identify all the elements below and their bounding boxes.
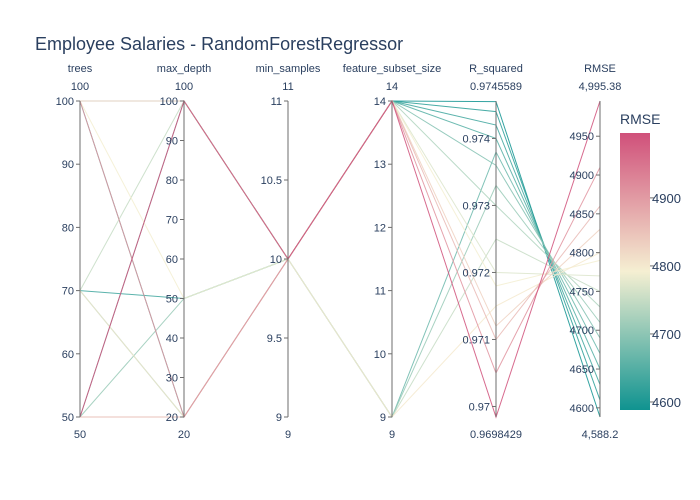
axis-tick-label: 50 xyxy=(166,294,178,306)
axis-range-min: 4,588.2 xyxy=(582,429,619,441)
axis-range-max: 100 xyxy=(175,81,193,93)
axis-tick-label: 4700 xyxy=(570,325,594,337)
axis-tick-label: 10 xyxy=(270,254,282,266)
colorbar-tick-label: 4600 xyxy=(652,395,681,410)
axis-range-min: 0.9698429 xyxy=(470,429,522,441)
colorbar-tick-label: 4900 xyxy=(652,191,681,206)
data-line xyxy=(80,100,601,401)
axis-title: max_depth xyxy=(157,63,211,75)
axes-layer: trees100505060708090100max_depth10020203… xyxy=(56,63,622,441)
axis-tick-label: 11 xyxy=(271,96,282,108)
axis-title: min_samples xyxy=(256,63,321,75)
axis-tick-label: 0.972 xyxy=(462,267,490,279)
axis-title: feature_subset_size xyxy=(343,63,441,75)
colorbar-tick-label: 4800 xyxy=(652,259,681,274)
axis-title: RMSE xyxy=(584,63,616,75)
polylines-layer xyxy=(79,99,601,419)
axis-tick-label: 60 xyxy=(62,349,74,361)
data-line xyxy=(79,100,601,418)
colorbar-title: RMSE xyxy=(620,111,660,127)
axis-tick-label: 90 xyxy=(166,136,178,148)
axis-tick-label: 12 xyxy=(374,222,386,234)
axis-tick-label: 0.974 xyxy=(462,133,490,145)
data-line xyxy=(79,100,601,385)
axis-tick-label: 0.971 xyxy=(462,334,490,346)
axis-range-max: 4,995.38 xyxy=(579,81,622,93)
axis-tick-label: 4900 xyxy=(570,170,594,182)
axis-tick-label: 4800 xyxy=(570,248,594,260)
axis-range-max: 0.9745589 xyxy=(470,81,522,93)
axis-range-min: 50 xyxy=(74,429,86,441)
axis-R-squared: R_squared 0.9745589 0.9698429 0.97 0.971 0.97… xyxy=(462,63,522,441)
axis-tick-label: 90 xyxy=(62,159,74,171)
colorbar-tick-label: 4700 xyxy=(652,327,681,342)
axis-tick-label: 11 xyxy=(375,286,386,298)
axis-tick-label: 9 xyxy=(276,412,282,424)
axis-tick-label: 0.973 xyxy=(462,200,490,212)
axis-range-min: 9 xyxy=(389,429,395,441)
axis-tick-label: 30 xyxy=(166,373,178,385)
axis-feature-subset-size: feature_subset_size 14 99 10 11 12 13 14 xyxy=(343,63,441,441)
axis-tick-label: 4600 xyxy=(570,403,594,415)
axis-tick-label: 10.5 xyxy=(261,175,282,187)
axis-tick-label: 9 xyxy=(380,412,386,424)
axis-tick-label: 20 xyxy=(166,412,178,424)
axis-title: trees xyxy=(68,63,93,75)
data-line xyxy=(79,252,601,418)
axis-tick-label: 4850 xyxy=(570,209,594,221)
chart-title: Employee Salaries - RandomForestRegresso… xyxy=(35,34,403,54)
axis-tick-label: 80 xyxy=(62,222,74,234)
colorbar-gradient xyxy=(620,133,650,410)
data-line xyxy=(79,100,601,300)
axis-tick-label: 70 xyxy=(166,215,178,227)
axis-tick-label: 10 xyxy=(374,349,386,361)
axis-range-min: 9 xyxy=(285,429,291,441)
axis-tick-label: 40 xyxy=(166,333,178,345)
axis-tick-label: 13 xyxy=(374,159,386,171)
axis-range-max: 100 xyxy=(71,81,89,93)
data-line xyxy=(79,184,601,419)
axis-range-max: 11 xyxy=(282,81,293,93)
colorbar: RMSE 4600 4700 4800 4900 xyxy=(620,111,681,410)
axis-tick-label: 70 xyxy=(62,286,74,298)
axis-tick-label: 100 xyxy=(56,96,74,108)
axis-title: R_squared xyxy=(469,63,523,75)
axis-range-min: 20 xyxy=(178,429,190,441)
data-line xyxy=(79,99,601,419)
axis-tick-label: 80 xyxy=(166,175,178,187)
axis-tick-label: 4650 xyxy=(570,364,594,376)
axis-tick-label: 9.5 xyxy=(267,333,282,345)
axis-RMSE: RMSE 4,995.38 4,588.2 4600 4650 4700 4750 4800 4… xyxy=(570,63,622,441)
axis-tick-label: 50 xyxy=(62,412,74,424)
data-line xyxy=(80,100,601,308)
axis-min-samples: min_samples 11 99 9.5 10 10.5 11 xyxy=(256,63,321,441)
axis-tick-label: 4950 xyxy=(570,131,594,143)
axis-range-max: 14 xyxy=(386,81,398,93)
axis-tick-label: 0.97 xyxy=(469,401,490,413)
axis-tick-label: 60 xyxy=(166,254,178,266)
axis-tick-label: 100 xyxy=(160,96,178,108)
axis-tick-label: 14 xyxy=(374,96,386,108)
axis-tick-label: 4750 xyxy=(570,286,594,298)
